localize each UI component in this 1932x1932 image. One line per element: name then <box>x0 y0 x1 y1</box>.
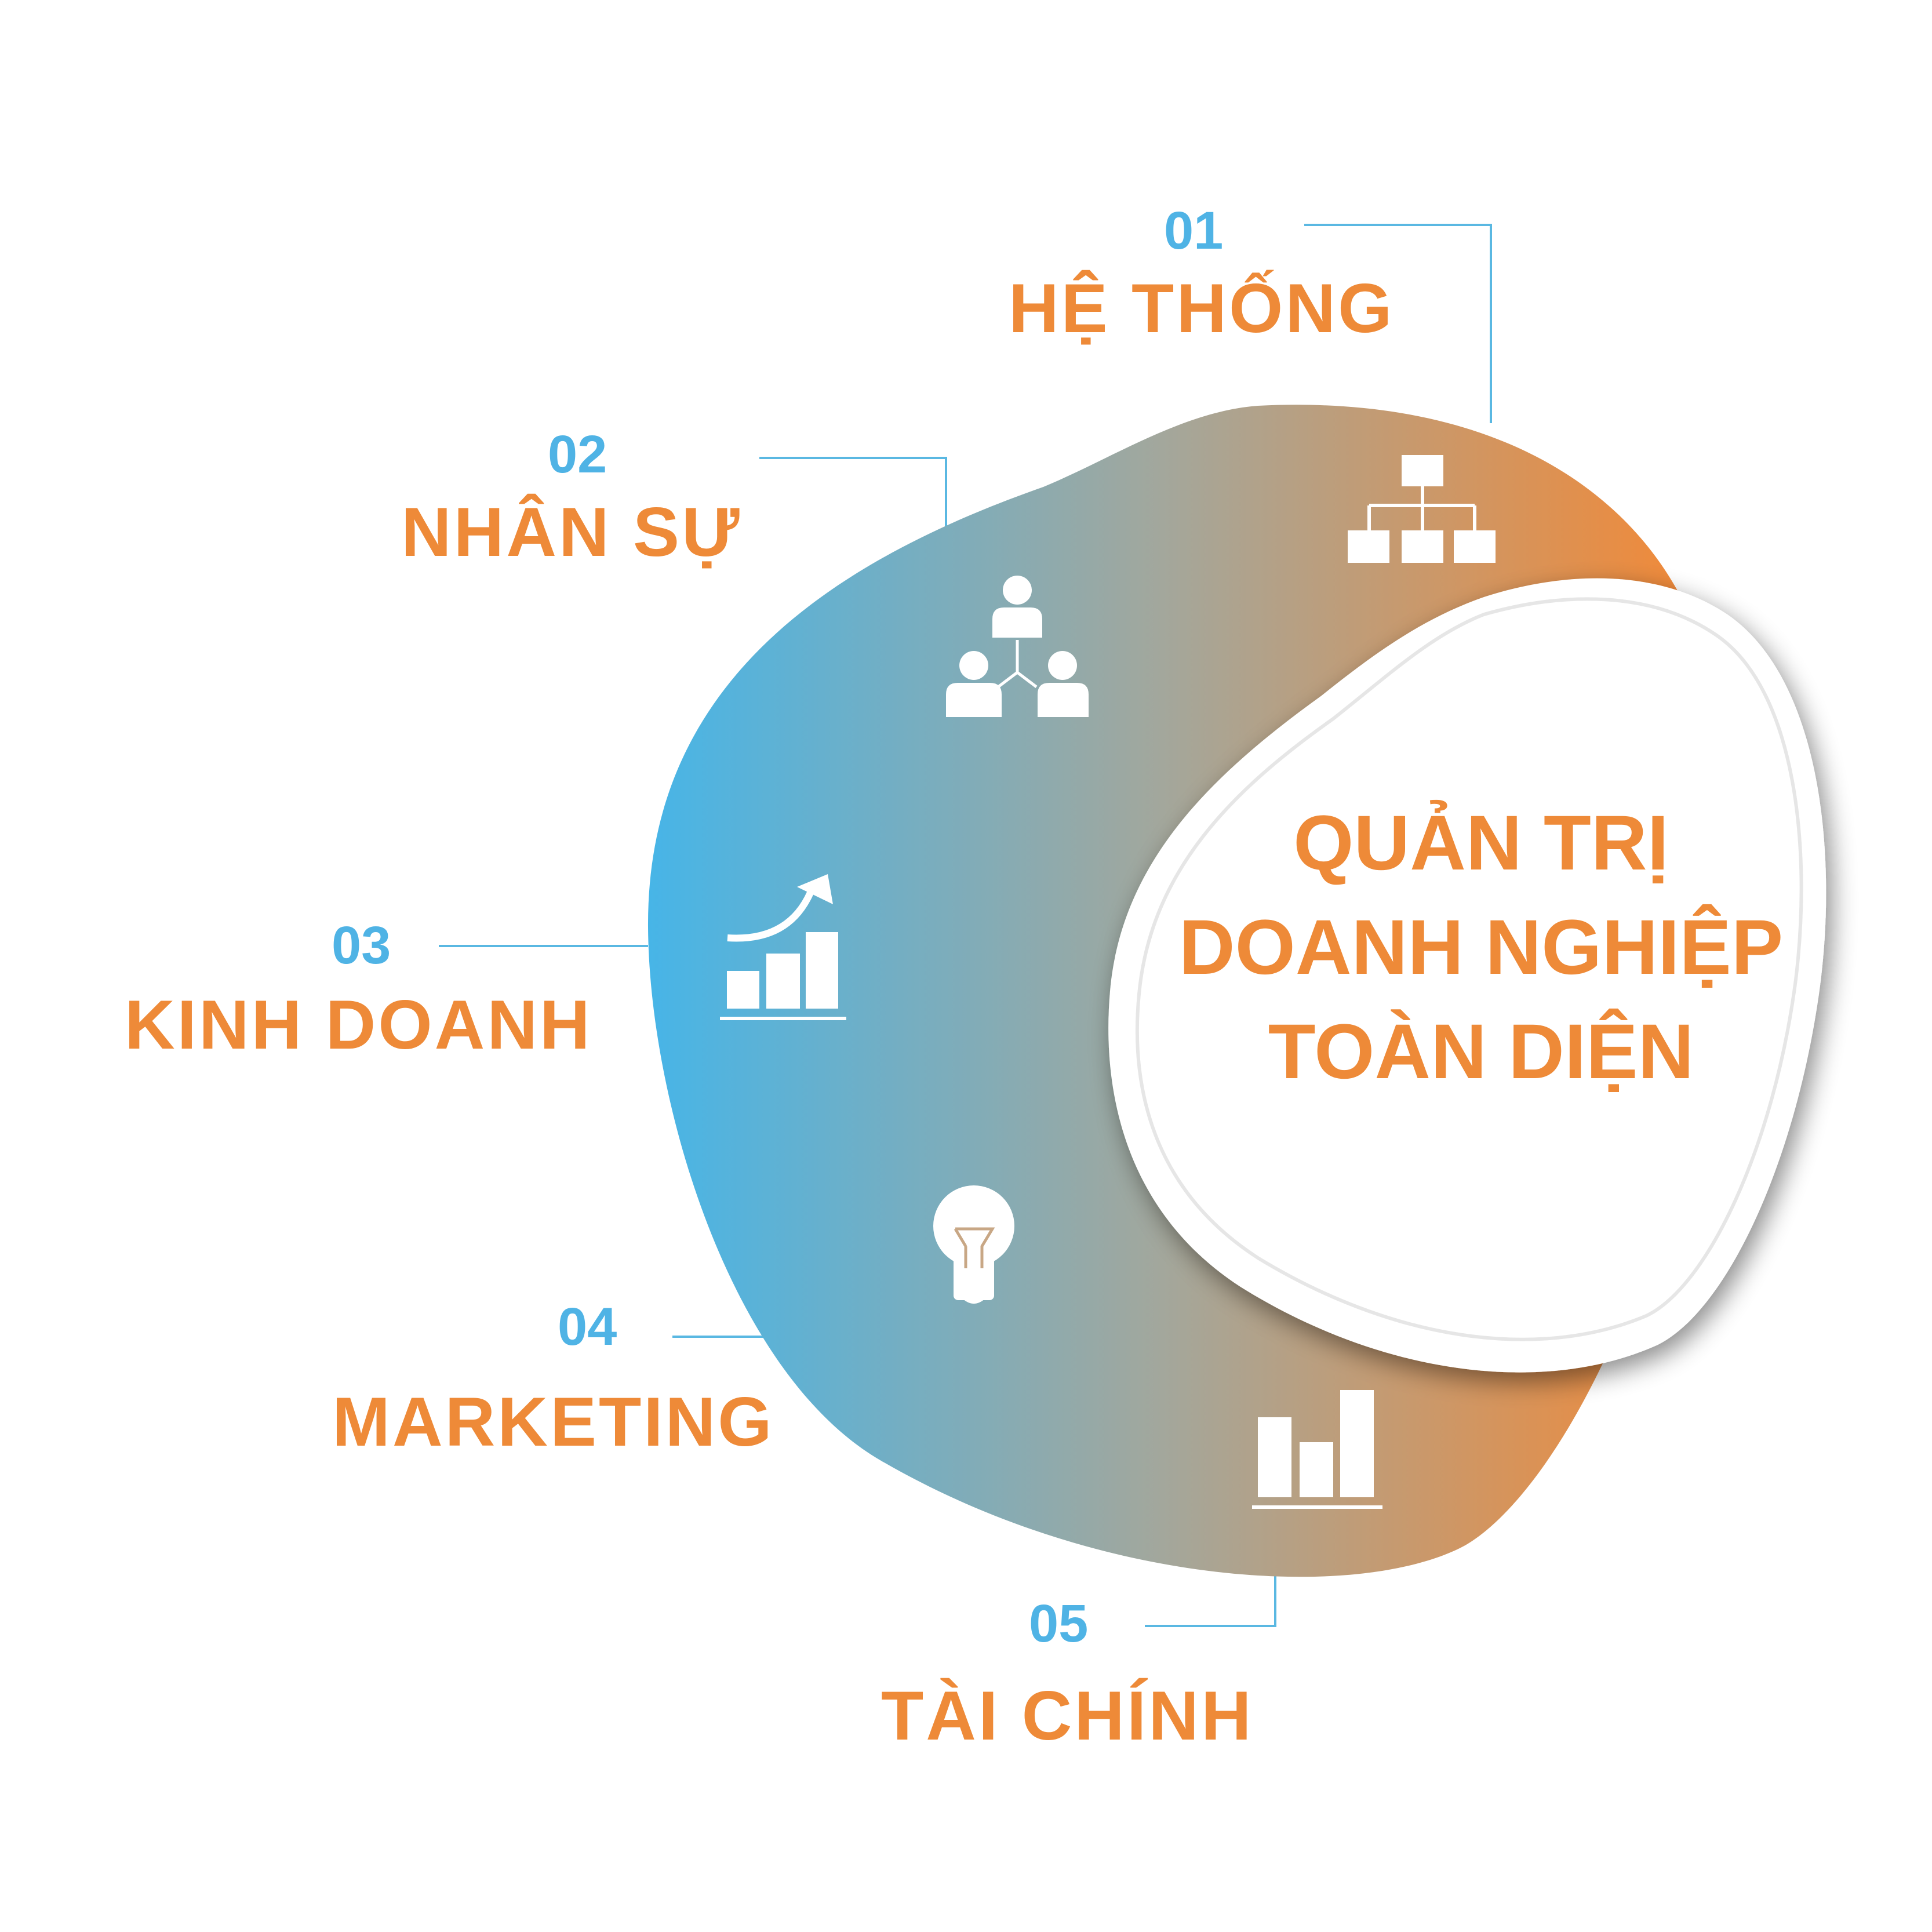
item-label-01: HỆ THỐNG <box>1009 270 1395 347</box>
connector-02 <box>759 457 947 542</box>
bar-chart-icon <box>1252 1390 1382 1509</box>
item-label-05: TÀI CHÍNH <box>881 1677 1254 1755</box>
lightbulb-icon <box>933 1185 1014 1304</box>
center-title: QUẢN TRỊ DOANH NGHIỆP TOÀN DIỆN <box>1156 791 1806 1104</box>
hierarchy-icon <box>1348 455 1496 563</box>
growth-chart-icon <box>720 874 846 1020</box>
item-number-05: 05 <box>1029 1594 1089 1653</box>
team-icon <box>946 576 1089 717</box>
center-shape <box>1108 578 1827 1373</box>
item-label-03: KINH DOANH <box>125 986 592 1064</box>
connector-01 <box>1304 224 1492 423</box>
item-label-04: MARKETING <box>332 1383 774 1461</box>
connector-lines <box>439 224 1492 1627</box>
item-number-01: 01 <box>1164 201 1224 260</box>
item-label-02: NHÂN SỰ <box>401 493 742 571</box>
item-number-04: 04 <box>558 1297 617 1356</box>
item-number-03: 03 <box>332 916 391 975</box>
center-title-line-1: QUẢN TRỊ <box>1293 800 1669 886</box>
connector-05 <box>1145 1556 1276 1627</box>
center-title-line-3: TOÀN DIỆN <box>1268 1009 1694 1095</box>
center-shape-rim <box>1135 597 1803 1341</box>
center-title-line-2: DOANH NGHIỆP <box>1178 904 1784 991</box>
item-number-02: 02 <box>548 425 607 484</box>
